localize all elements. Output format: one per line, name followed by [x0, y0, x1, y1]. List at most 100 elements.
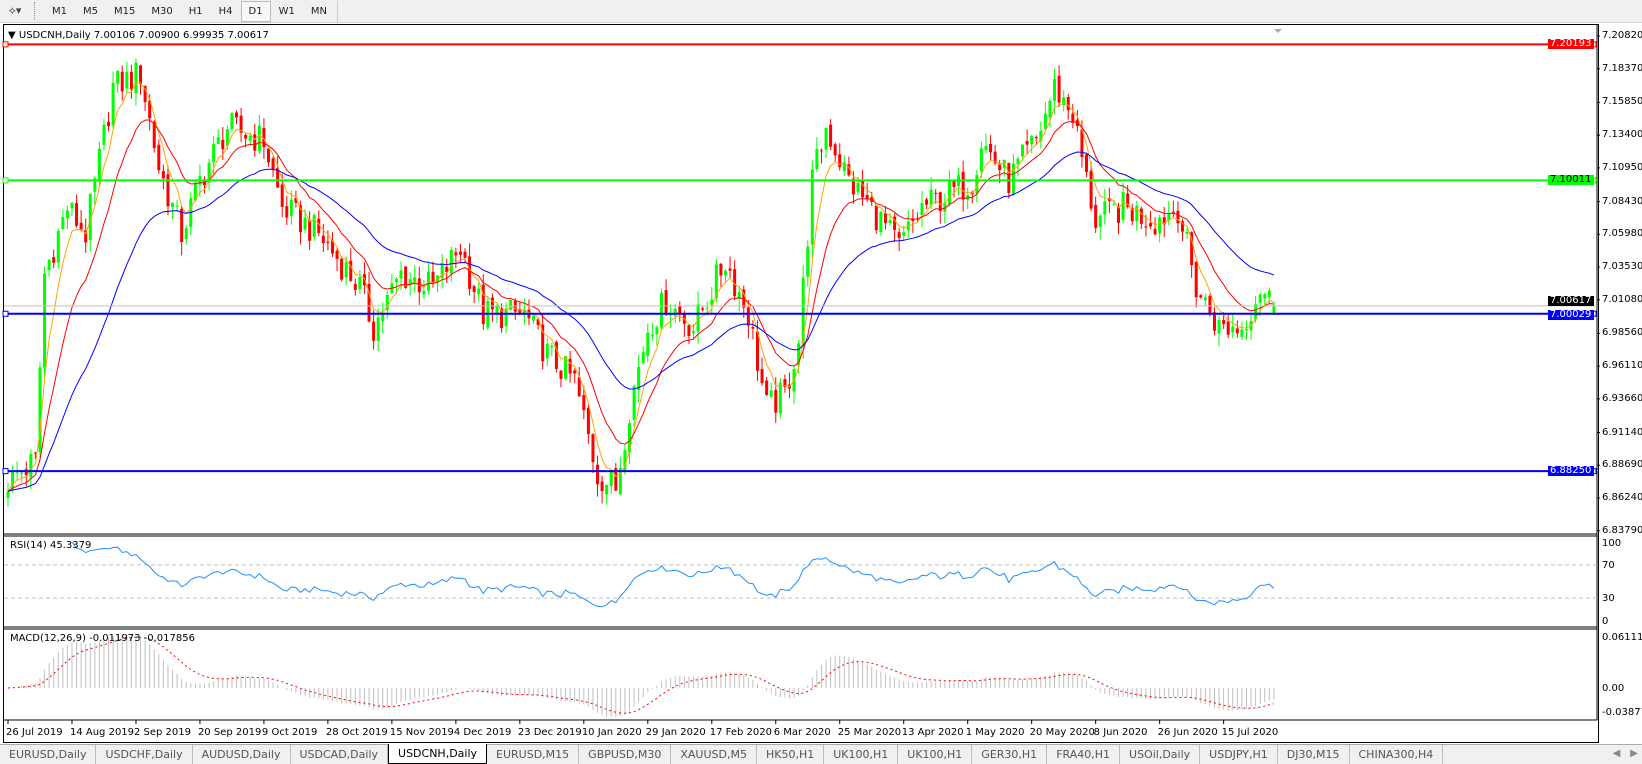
candle-body [454, 252, 458, 256]
candle-body [253, 134, 257, 151]
date-label: 23 Dec 2019 [517, 727, 582, 738]
candle-body [577, 377, 581, 397]
timeframe-mn[interactable]: MN [310, 5, 327, 17]
chart-tab[interactable]: EURUSD,Daily [0, 745, 97, 764]
candle-body [673, 308, 677, 316]
chart-tab[interactable]: USDCAD,Daily [291, 745, 389, 764]
rsi-tick-label: 100 [1602, 538, 1622, 549]
candle-body [107, 121, 111, 127]
chart-tab[interactable]: UK100,H1 [898, 745, 973, 764]
candle-body [623, 450, 627, 471]
toolbar-grip[interactable] [34, 2, 38, 20]
price-tick-label: 7.15850 [1602, 96, 1642, 108]
chart-tab[interactable]: GBPUSD,M30 [579, 745, 672, 764]
candle-body [84, 230, 88, 243]
candle-body [445, 266, 449, 273]
chart-tab[interactable]: USDCNH,Daily [388, 744, 488, 764]
candle-body [728, 268, 732, 271]
candle-body [719, 263, 723, 276]
candle-body [230, 113, 234, 130]
candle-body [628, 423, 632, 453]
candle-body [79, 222, 83, 230]
chart-tab[interactable]: USOil,Daily [1120, 745, 1201, 764]
ma-fast-line [7, 81, 1275, 492]
candle-body [710, 299, 714, 305]
chart-tab[interactable]: USDJPY,H1 [1200, 745, 1278, 764]
candle-body [586, 407, 590, 435]
candle-body [847, 164, 851, 176]
chart-tab[interactable]: EURUSD,M15 [487, 745, 580, 764]
price-tick-label: 7.05980 [1602, 228, 1642, 240]
candle-body [545, 344, 549, 359]
chart-tab[interactable]: XAUUSD,M5 [671, 745, 757, 764]
candle-body [810, 169, 814, 245]
timeframe-m30[interactable]: M30 [151, 5, 173, 17]
price-level-tag[interactable]: 7.00029 [1548, 310, 1594, 321]
line-tools-icon[interactable]: ⟡▾ [8, 4, 22, 17]
macd-tick-label: 0.00 [1602, 683, 1625, 694]
chart-tab[interactable]: HK50,H1 [757, 745, 825, 764]
scroll-right-icon[interactable]: ▶ [1630, 748, 1638, 759]
timeframe-h4[interactable]: H4 [218, 5, 233, 17]
scroll-left-icon[interactable]: ◀ [1612, 748, 1621, 759]
candle-body [70, 202, 74, 209]
candle-body [1011, 163, 1015, 195]
price-level-tag[interactable]: 7.10011 [1548, 175, 1594, 186]
collapse-triangle-icon[interactable]: ▼ [8, 30, 16, 41]
candle-body [1244, 328, 1248, 331]
chart-window[interactable] [3, 24, 1599, 743]
candle-body [120, 71, 124, 92]
candle-body [262, 128, 266, 148]
date-label: 15 Nov 2019 [389, 727, 454, 738]
candle-body [568, 358, 572, 374]
candle-body [1098, 215, 1102, 227]
candle-body [271, 158, 275, 171]
candle-body [1144, 226, 1148, 228]
chart-tab[interactable]: UK100,H1 [824, 745, 899, 764]
timeframe-h1[interactable]: H1 [188, 5, 203, 17]
chart-tab[interactable]: DJ30,M15 [1278, 745, 1350, 764]
candle-body [399, 270, 403, 279]
candle-body [856, 182, 860, 192]
candle-body [431, 271, 435, 284]
price-level-tag[interactable]: 6.88250 [1548, 466, 1594, 477]
chart-tab[interactable]: CHINA300,H4 [1350, 745, 1444, 764]
candle-body [1267, 290, 1271, 298]
candle-body [660, 292, 664, 328]
candle-body [1030, 136, 1034, 145]
chart-tab[interactable]: GER30,H1 [972, 745, 1048, 764]
candle-body [1199, 295, 1203, 298]
candle-body [43, 273, 47, 368]
price-level-tag[interactable]: 7.20193 [1548, 39, 1594, 50]
date-label: 4 Dec 2019 [453, 727, 512, 738]
timeframe-w1[interactable]: W1 [278, 5, 295, 17]
chart-tab[interactable]: USDCHF,Daily [96, 745, 193, 764]
candle-body [733, 269, 737, 297]
candle-body [139, 65, 143, 85]
candle-body [1016, 158, 1020, 165]
candle-body [509, 300, 513, 310]
timeframe-m15[interactable]: M15 [114, 5, 136, 17]
candle-body [1231, 326, 1235, 333]
candle-body [1121, 191, 1125, 220]
candle-body [993, 151, 997, 164]
chart-tab[interactable]: AUDUSD,Daily [193, 745, 291, 764]
candle-body [500, 308, 504, 329]
timeframe-m5[interactable]: M5 [83, 5, 98, 17]
candle-body [1190, 232, 1194, 266]
tab-scroll[interactable]: ◀ ▶ [1613, 748, 1638, 759]
timeframe-d1[interactable]: D1 [240, 0, 271, 22]
chart-tab[interactable]: FRA40,H1 [1047, 745, 1121, 764]
date-label: 6 Mar 2020 [773, 727, 831, 738]
candle-body [88, 193, 92, 241]
timeframe-toolbar: ⟡▾ M1 M5 M15 M30 H1 H4 D1 W1 MN [0, 0, 1642, 23]
candle-body [203, 179, 207, 186]
candle-body [678, 306, 682, 315]
price-tick-label: 6.88690 [1602, 459, 1642, 471]
candle-body [1043, 113, 1047, 129]
candle-body [888, 220, 892, 224]
timeframe-m1[interactable]: M1 [52, 5, 67, 17]
ma-slow-line [7, 151, 1275, 492]
candle-body [943, 203, 947, 212]
chart-canvas[interactable] [0, 0, 1642, 744]
